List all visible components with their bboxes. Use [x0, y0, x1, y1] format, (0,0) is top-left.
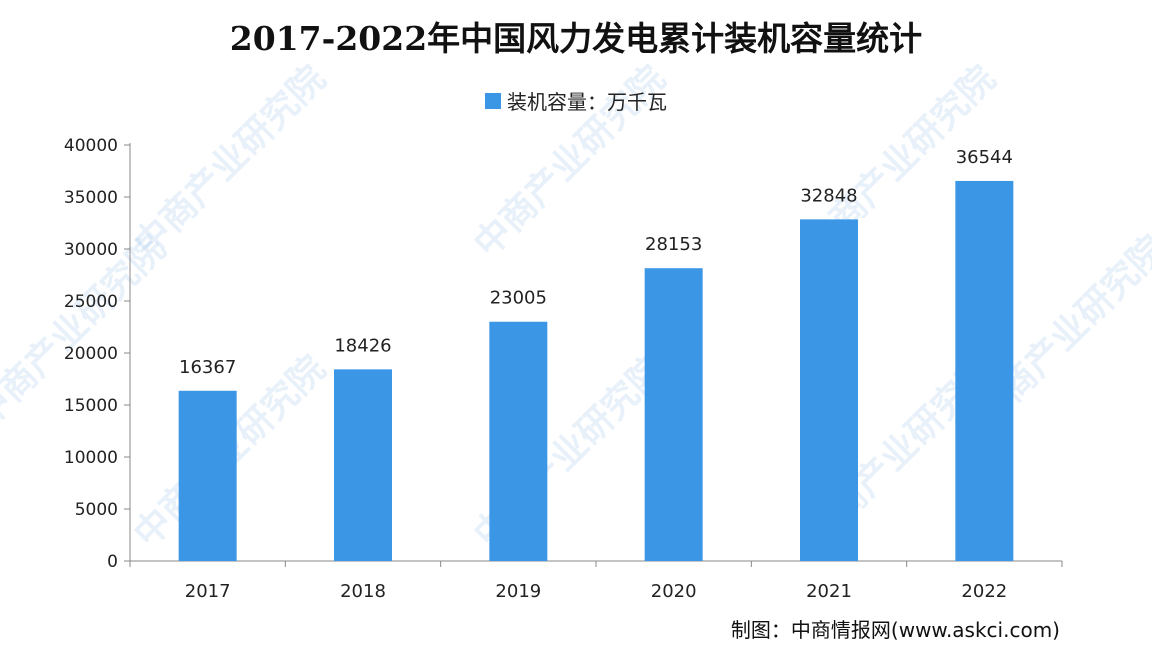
x-tick-label: 2021 [806, 581, 852, 602]
y-tick-label: 10000 [64, 448, 118, 468]
y-tick-label: 20000 [64, 344, 118, 364]
data-label: 18426 [334, 335, 391, 356]
data-label: 36544 [956, 147, 1013, 168]
source-credit: 制图：中商情报网(www.askci.com) [730, 618, 1060, 642]
y-tick-label: 25000 [64, 292, 118, 312]
y-tick-label: 0 [107, 552, 118, 572]
y-tick-label: 35000 [64, 188, 118, 208]
x-tick-label: 2019 [495, 581, 541, 602]
data-label: 16367 [179, 357, 236, 378]
bar [955, 180, 1014, 562]
y-tick-label: 15000 [64, 396, 118, 416]
bar [644, 268, 703, 561]
legend-label: 装机容量：万千瓦 [507, 90, 667, 114]
x-tick-label: 2020 [651, 581, 697, 602]
bar [334, 369, 392, 561]
x-tick-label: 2022 [961, 581, 1007, 602]
y-tick-label: 40000 [64, 136, 118, 156]
y-tick-label: 30000 [64, 240, 118, 260]
bar [489, 321, 548, 561]
bar [178, 390, 237, 561]
data-label: 23005 [490, 288, 547, 309]
chart-legend: 装机容量：万千瓦 [0, 86, 1152, 115]
data-label: 32848 [800, 185, 857, 206]
data-label: 28153 [645, 234, 702, 255]
bar [800, 219, 858, 561]
y-tick-label: 5000 [75, 500, 118, 520]
x-tick-label: 2017 [185, 581, 231, 602]
legend-swatch [485, 92, 501, 109]
chart-title: 2017-2022年中国风力发电累计装机容量统计 [229, 19, 923, 58]
x-tick-label: 2018 [340, 581, 386, 602]
